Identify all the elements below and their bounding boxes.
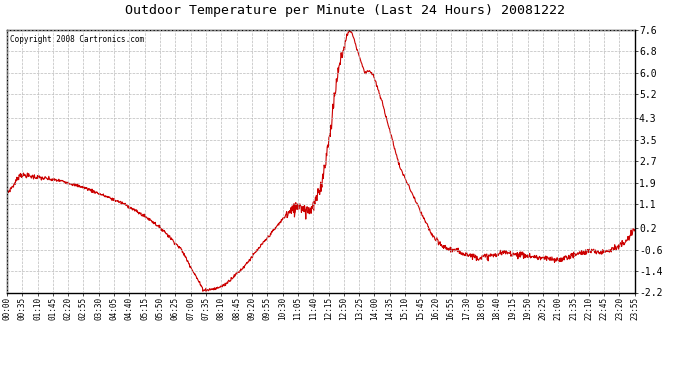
Text: Copyright 2008 Cartronics.com: Copyright 2008 Cartronics.com <box>10 35 144 44</box>
Text: Outdoor Temperature per Minute (Last 24 Hours) 20081222: Outdoor Temperature per Minute (Last 24 … <box>125 4 565 17</box>
